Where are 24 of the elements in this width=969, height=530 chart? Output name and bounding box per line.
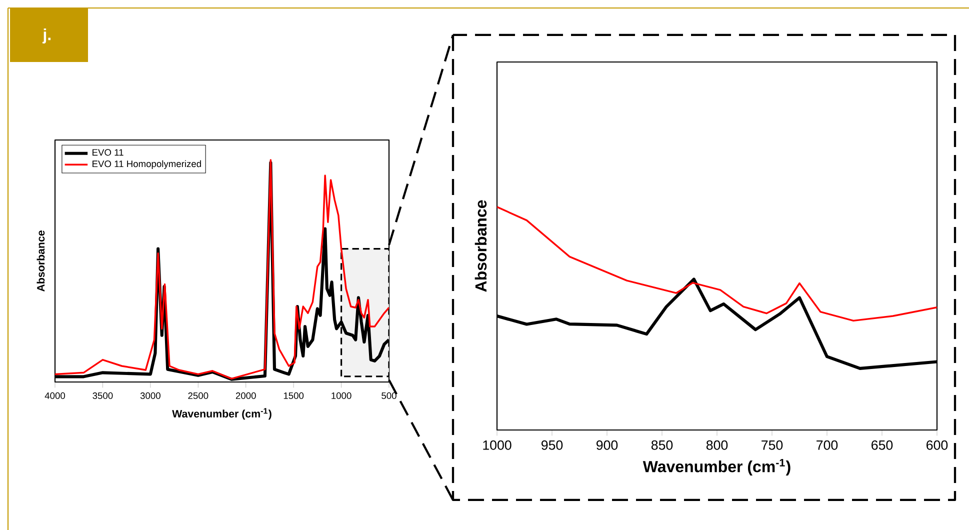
- x-tick-label: 2000: [236, 392, 256, 399]
- text: j.: [42, 28, 51, 44]
- x-tick-label: 1500: [284, 392, 304, 399]
- x-tick-label: 850: [651, 440, 673, 450]
- x-tick-label: 650: [872, 440, 893, 450]
- x-tick-label: 4000: [44, 392, 66, 399]
- x-tick-label: 900: [596, 440, 618, 450]
- legend-label: EVO 11 Homopolymerized: [92, 160, 201, 169]
- x-tick-label: 2500: [188, 392, 208, 399]
- x-tick-label: 500: [382, 392, 396, 399]
- x-tick-label: 3000: [140, 392, 160, 399]
- x-tick-label: 1000: [483, 440, 512, 450]
- x-tick-label: 750: [762, 440, 783, 450]
- x-tick-label: 1000: [332, 392, 352, 399]
- x-tick-label: 800: [706, 440, 728, 450]
- x-tick-label: 700: [816, 440, 838, 450]
- x-tick-label: 3500: [92, 392, 113, 399]
- y-axis-title: Absorbance: [36, 230, 45, 292]
- y-axis-title: Absorbance: [474, 200, 487, 292]
- legend-label: EVO 11: [92, 149, 124, 156]
- x-axis-title: Wavenumber (cm$^{-1}$): [172, 408, 272, 420]
- x-axis-title: Wavenumber (cm$^{-1}$): [642, 458, 790, 476]
- x-tick-label: 600: [926, 440, 948, 450]
- x-tick-label: 950: [542, 440, 563, 450]
